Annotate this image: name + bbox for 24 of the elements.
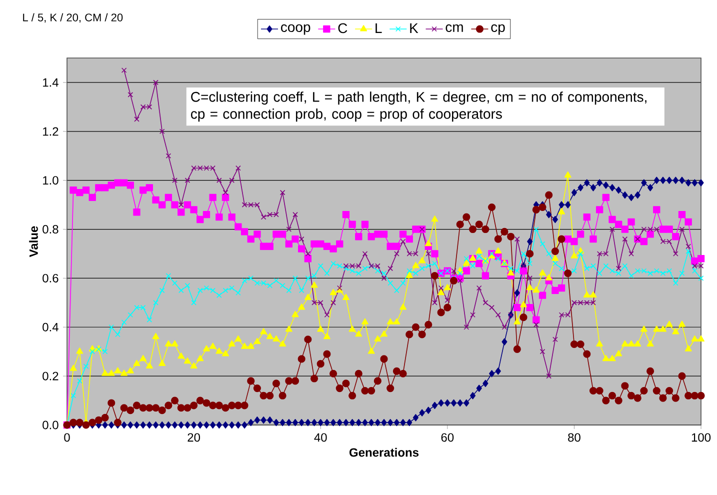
x-tick-label: 20 bbox=[188, 433, 200, 442]
text: L / 5, K / 20, CM / 20 bbox=[23, 13, 123, 23]
legend-label: coop bbox=[281, 24, 310, 35]
legend-label: cm bbox=[446, 24, 463, 32]
x-tick-label: 0 bbox=[64, 433, 70, 442]
y-tick-label: 0.0 bbox=[42, 420, 58, 430]
y-tick-label: 0.6 bbox=[42, 274, 58, 282]
x-tick-label: 60 bbox=[441, 433, 454, 442]
x-tick-label: 100 bbox=[692, 433, 711, 442]
annotation: C=clustering coeff, L = path length, K = degree, cm = no of components, cp = connection prob, coop = prop of cooperators bbox=[190, 92, 646, 122]
y-tick-label: 1.0 bbox=[43, 176, 58, 185]
y-tick-label: 0.8 bbox=[42, 225, 58, 234]
legend-label: cp bbox=[491, 24, 505, 35]
x-tick-label: 40 bbox=[314, 433, 327, 442]
legend-label: C bbox=[338, 23, 348, 34]
legend-label: K bbox=[410, 23, 418, 33]
y-tick-label: 1.2 bbox=[43, 127, 58, 136]
y-tick-label: 1.4 bbox=[43, 78, 58, 87]
x-tick-label: 80 bbox=[568, 433, 580, 442]
y-tick-label: 0.2 bbox=[42, 372, 58, 380]
y-tick-label: 0.4 bbox=[42, 322, 58, 332]
y-axis-title: Value bbox=[29, 226, 38, 258]
x-axis-title: Generations bbox=[349, 448, 419, 457]
legend-label: L bbox=[376, 23, 382, 33]
